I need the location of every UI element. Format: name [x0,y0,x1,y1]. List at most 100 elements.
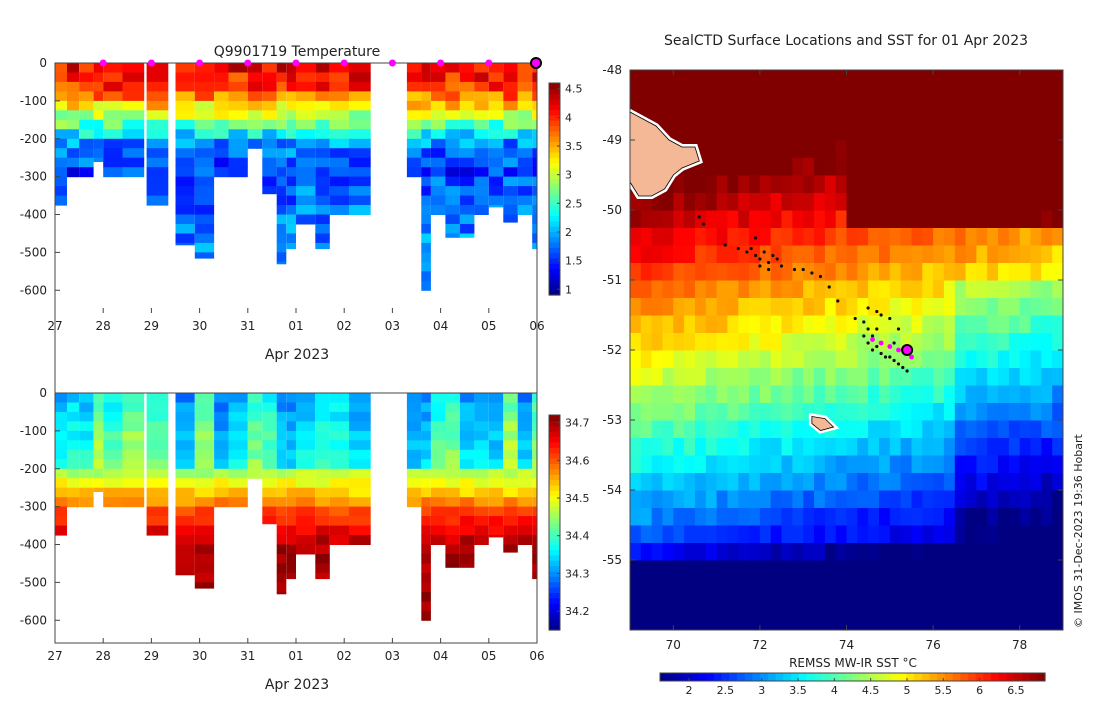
sst-cell [868,525,880,543]
temperature-cell [517,119,533,130]
sst-cell [630,350,642,368]
sst-cell [889,87,902,106]
sst-cell [781,280,793,298]
sst-cell [1041,70,1053,88]
sst-cell [673,385,685,403]
salinity-cell [503,459,518,470]
salinity-xlabel: Apr 2023 [265,677,329,693]
temperature-cell [175,148,195,159]
sst-cell [900,140,912,158]
sst-cell [1019,227,1031,246]
track-point [723,243,727,247]
sst-cell [998,402,1010,421]
track-point [801,267,805,272]
sst-cell [792,105,804,123]
salinity-cell [488,440,504,451]
sst-colorbar-swatch [760,673,769,681]
sst-cell [889,525,902,543]
sst-cell [911,262,923,281]
sst-cell [835,612,847,630]
temperature-cell [55,176,67,187]
sst-cell [705,507,718,526]
salinity-cell [286,430,296,441]
sst-cell [803,560,815,578]
sst-cell [976,210,988,228]
sst-cell [651,192,663,211]
sst-cell [987,542,999,561]
sst-cell [792,490,804,508]
temperature-cell [276,138,287,149]
salinity-x-tick-label: 05 [481,649,496,663]
salinity-cell [445,487,460,498]
sst-cell [1019,455,1031,473]
salinity-cell [329,487,349,498]
temperature-cell [503,63,518,73]
salinity-cell [296,449,316,460]
sst-cell [727,350,739,368]
salinity-cell [474,440,489,451]
sst-cell [879,402,891,421]
sst-cell [943,297,956,316]
sst-cell [792,577,804,596]
sst-cell [684,245,696,263]
sst-cell [1030,402,1042,421]
sst-cell [824,437,837,456]
salinity-cell [445,497,460,508]
sst-cell [695,455,707,473]
track-point [866,306,870,310]
salinity-cell [445,563,460,568]
temperature-cell [67,138,79,149]
temperature-cell [532,195,537,206]
sst-cell [998,542,1010,561]
salinity-cell [55,506,67,517]
sst-cell [662,315,674,333]
salinity-cell [194,402,215,413]
temperature-cell [194,138,215,149]
track-point [736,246,740,251]
salinity-cell [276,544,287,555]
temperature-cell [276,110,287,121]
sst-cell [857,595,869,613]
sst-cell [965,280,977,298]
salinity-cell [296,497,316,508]
sst-cell [868,262,880,281]
salinity-colorbar-swatch [549,420,560,427]
salinity-cell [194,525,215,536]
sst-cell [673,297,685,316]
temperature-cell [315,138,330,149]
salinity-cell [228,497,248,508]
salinity-cell [55,478,67,489]
sst-cell [965,542,977,561]
temperature-cell [262,72,277,83]
salinity-cell [474,411,489,422]
sst-cell [1041,437,1053,456]
sst-cell [651,70,663,88]
sst-cell [857,280,869,298]
sst-cell [879,455,891,473]
sst-cell [738,490,750,508]
sst-cell [889,577,902,596]
sst-cell [1008,402,1021,421]
sst-cell [900,280,912,298]
sst-cell [1052,122,1063,141]
temperature-cell [421,280,431,291]
sst-cell [705,332,718,351]
temperature-cell [315,63,330,73]
temperature-cell [276,214,287,225]
sst-cell [879,507,891,526]
temperature-cell [286,148,296,159]
sst-cell [879,525,891,543]
sst-cell [640,262,653,281]
temperature-cell [67,148,79,159]
temperature-cell [286,176,296,187]
salinity-cell [262,449,277,460]
map-y-tick-label: -55 [602,553,622,567]
sst-cell [640,525,653,543]
track-point [771,253,775,258]
temperature-cell [315,224,330,234]
sst-cell [759,612,772,630]
sst-cell [954,490,967,508]
temperature-cell [445,138,460,149]
salinity-cell [175,497,195,508]
